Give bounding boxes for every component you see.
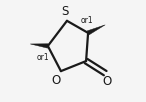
Text: or1: or1 (80, 16, 93, 25)
Text: or1: or1 (37, 53, 50, 62)
Polygon shape (87, 25, 105, 35)
Polygon shape (30, 44, 48, 48)
Text: O: O (51, 74, 61, 87)
Text: S: S (61, 5, 69, 18)
Text: O: O (103, 75, 112, 88)
